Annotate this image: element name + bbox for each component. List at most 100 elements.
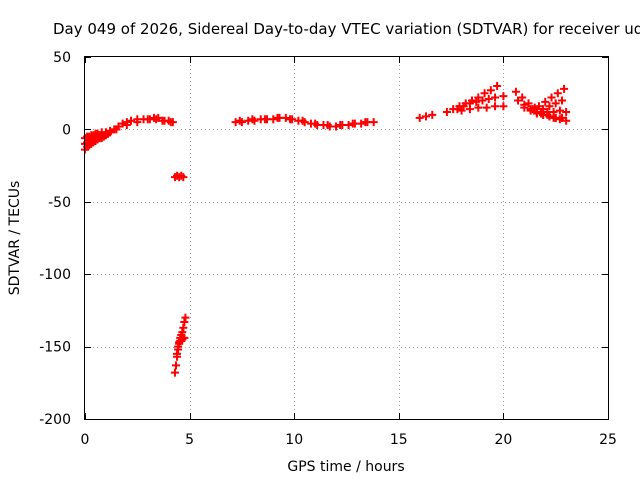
data-point <box>465 105 474 114</box>
data-point <box>499 92 508 101</box>
data-point <box>93 129 102 138</box>
data-point <box>179 323 188 332</box>
data-point <box>549 108 558 117</box>
data-point <box>493 81 502 90</box>
x-tick-label: 15 <box>390 432 408 448</box>
data-point <box>173 349 182 358</box>
data-point <box>537 109 546 118</box>
data-point <box>459 102 468 111</box>
data-point <box>551 99 560 108</box>
data-point <box>545 102 554 111</box>
data-point <box>486 86 495 95</box>
x-tick-label: 25 <box>599 432 617 448</box>
series-steep-descent-2 <box>173 333 189 358</box>
data-point <box>415 113 424 122</box>
series-steep-descent <box>170 313 190 377</box>
data-point <box>534 102 543 111</box>
data-point <box>491 102 500 111</box>
y-axis-label: SDTVAR / TECUs <box>7 181 23 296</box>
y-tick-label: -150 <box>39 340 71 356</box>
data-point <box>178 328 187 337</box>
data-point <box>127 116 136 125</box>
data-point <box>281 113 290 122</box>
data-point <box>273 113 282 122</box>
data-point <box>547 93 556 102</box>
data-point <box>532 108 541 117</box>
x-tick-label: 10 <box>285 432 303 448</box>
data-point <box>518 93 527 102</box>
data-point <box>361 118 370 127</box>
series-arc-2b <box>235 113 370 130</box>
data-point <box>336 121 345 130</box>
series-short-drop <box>170 171 188 182</box>
data-point <box>143 115 152 124</box>
data-point <box>557 113 566 122</box>
data-point <box>166 118 175 127</box>
grid-lines <box>85 57 608 419</box>
x-tick-label: 0 <box>81 432 90 448</box>
y-tick-label: -100 <box>39 267 71 283</box>
data-point <box>172 361 181 370</box>
data-point <box>112 125 121 134</box>
data-point <box>480 89 489 98</box>
x-tick-label: 20 <box>494 432 512 448</box>
data-point <box>511 87 520 96</box>
data-point <box>154 113 163 122</box>
data-point <box>101 128 110 137</box>
data-point <box>541 97 550 106</box>
x-axis-label: GPS time / hours <box>287 459 404 475</box>
data-point <box>122 121 131 130</box>
y-tick-label: -50 <box>48 195 71 211</box>
data-point <box>160 116 169 125</box>
data-point <box>286 115 295 124</box>
data-point <box>298 116 307 125</box>
data-point <box>369 118 378 127</box>
x-tick-label: 5 <box>185 432 194 448</box>
data-point <box>311 119 320 128</box>
data-point <box>524 99 533 108</box>
series-arc-4a <box>442 81 502 117</box>
data-point <box>260 115 269 124</box>
data-point <box>170 368 179 377</box>
data-point <box>118 119 127 128</box>
data-point <box>474 93 483 102</box>
series-arc-4b <box>453 92 508 114</box>
series-arc-6c <box>537 106 571 118</box>
data-point <box>180 333 189 342</box>
plot-frame <box>84 56 609 420</box>
data-point <box>323 121 332 130</box>
data-point <box>484 94 493 103</box>
data-point <box>442 108 451 117</box>
data-point <box>357 119 366 128</box>
data-point <box>562 116 571 125</box>
data-point <box>181 313 190 322</box>
data-point <box>106 126 115 135</box>
data-point <box>457 106 466 115</box>
data-point <box>555 106 564 115</box>
data-point <box>453 105 462 114</box>
y-tick-label: 50 <box>53 50 71 66</box>
series-arc-4c <box>457 102 508 115</box>
data-point <box>344 121 353 130</box>
data-point <box>560 84 569 93</box>
data-point <box>545 112 554 121</box>
data-point <box>133 118 142 127</box>
series-arc-6a <box>528 84 569 114</box>
data-point <box>348 119 357 128</box>
chart-title: Day 049 of 2026, Sidereal Day-to-day VTE… <box>53 20 640 38</box>
data-point <box>332 122 341 131</box>
data-point <box>553 89 562 98</box>
data-point <box>179 173 188 182</box>
series-arc-6b <box>532 96 566 117</box>
data-point <box>235 116 244 125</box>
data-point <box>421 112 430 121</box>
data-point <box>482 103 491 112</box>
y-tick-label: -200 <box>39 412 71 428</box>
data-point <box>539 105 548 114</box>
axis-ticks: 0 5 10 15 20 25 50 0 -50 -100 -150 -200 <box>39 50 617 448</box>
data-point <box>474 103 483 112</box>
series-arc-2 <box>231 113 378 131</box>
data-points <box>81 81 571 377</box>
data-point <box>269 115 278 124</box>
